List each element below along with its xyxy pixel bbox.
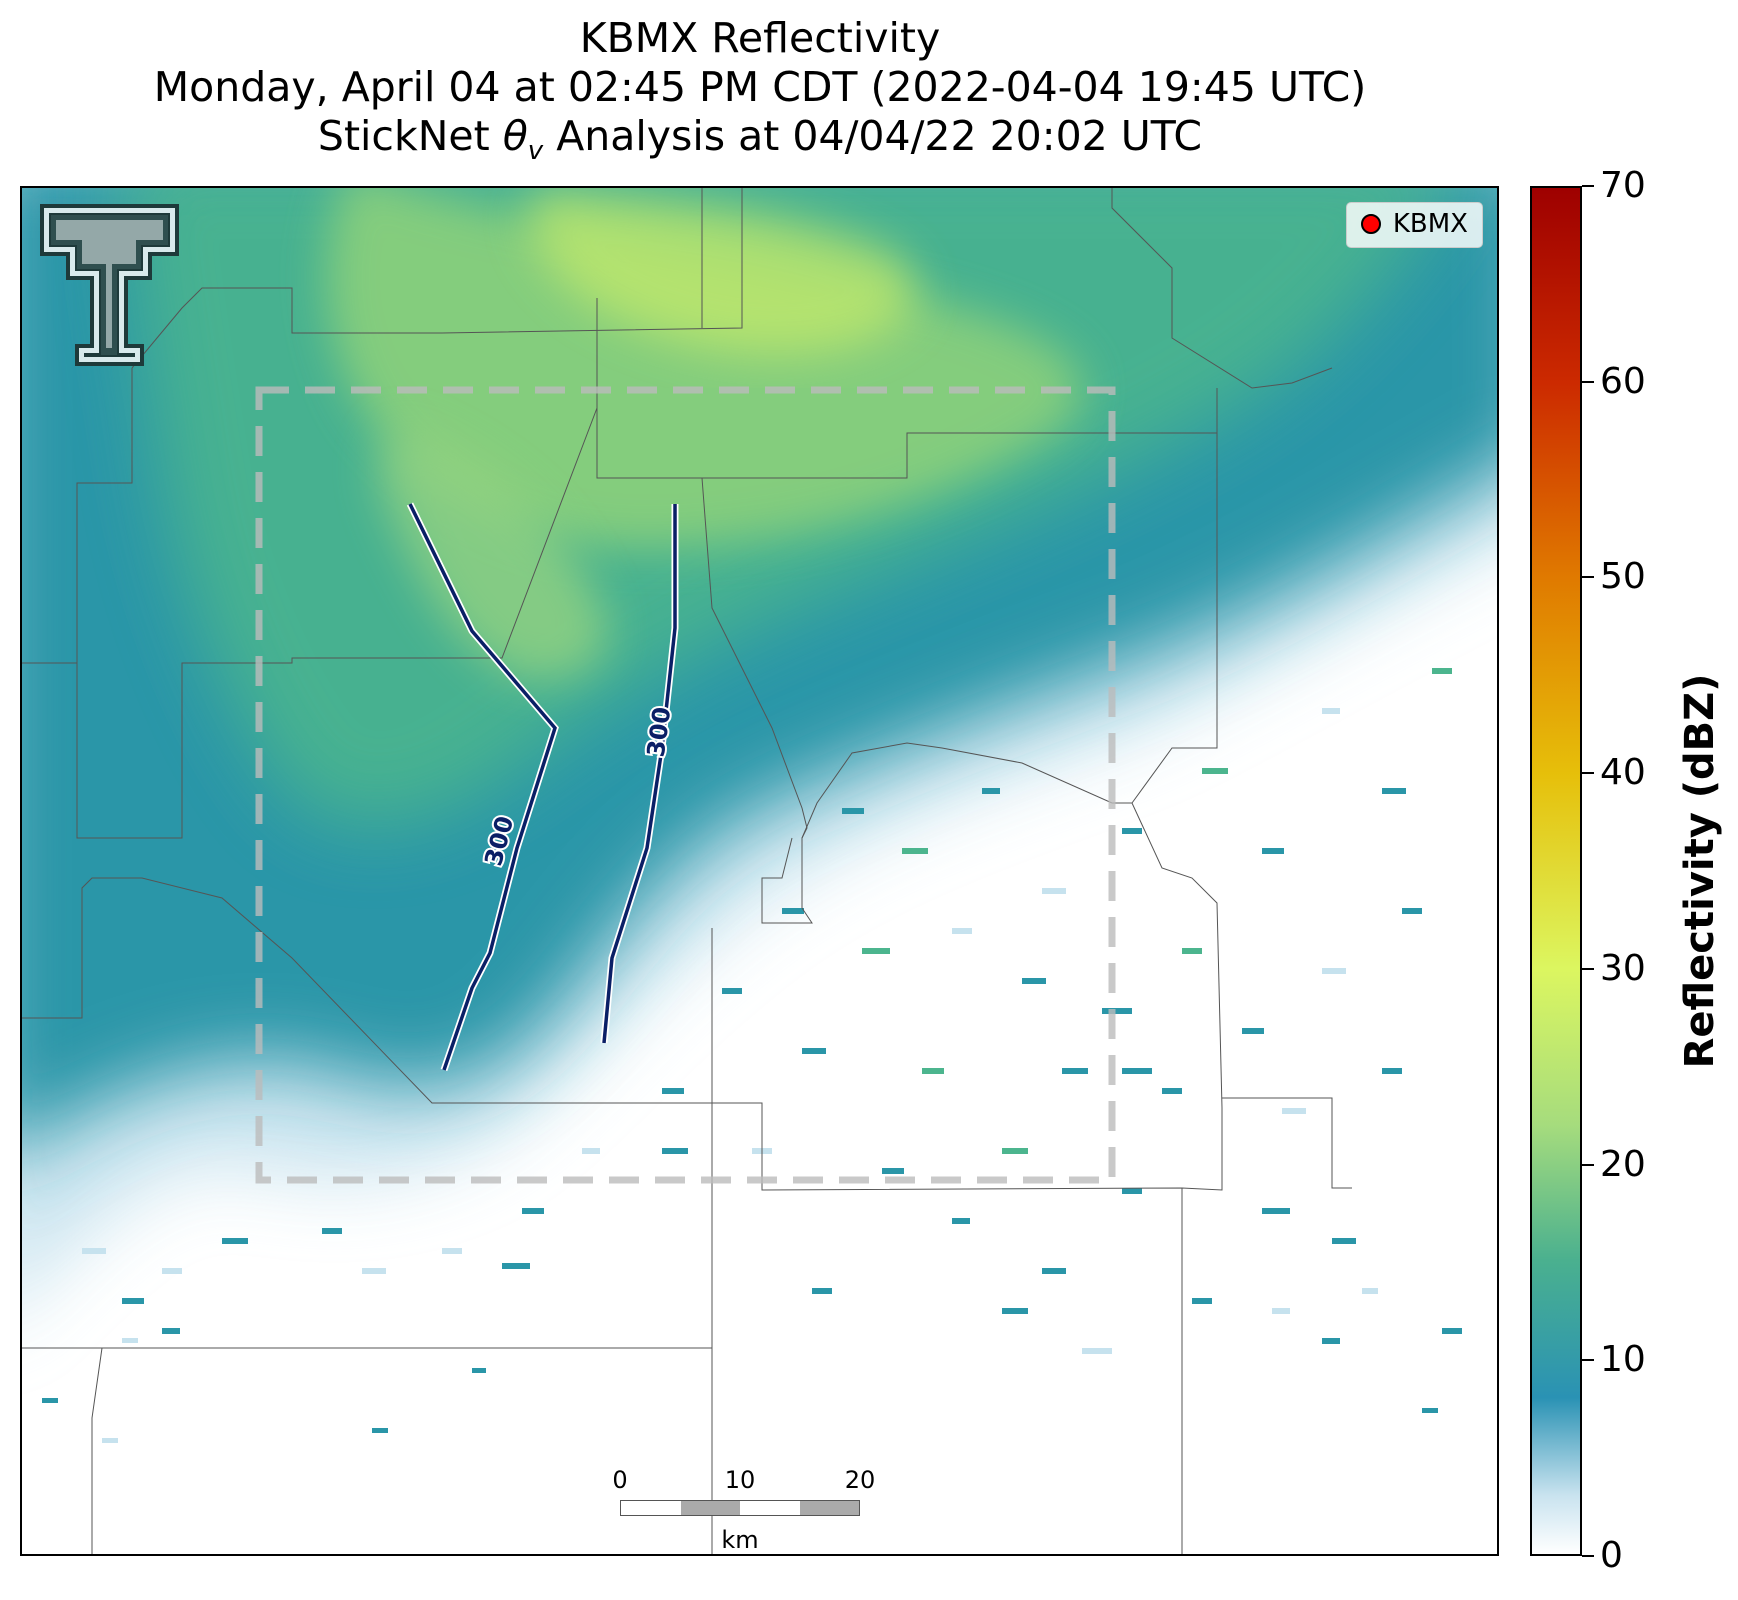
scale-tick-label: 10 xyxy=(724,1466,756,1494)
colorbar-tick-mark xyxy=(1582,576,1594,579)
scale-unit: km xyxy=(721,1526,759,1554)
scale-segment xyxy=(621,1501,681,1515)
colorbar-tick-label: 40 xyxy=(1600,752,1646,794)
colorbar-tick-mark xyxy=(1582,1359,1594,1362)
analysis-domain-box xyxy=(255,386,1116,1184)
county-line xyxy=(131,188,743,369)
colorbar-tick-label: 70 xyxy=(1600,165,1646,206)
colorbar-tick-label: 50 xyxy=(1600,556,1646,598)
colorbar-tick-label: 30 xyxy=(1600,947,1646,989)
title-line-3: StickNet θv Analysis at 04/04/22 20:02 U… xyxy=(317,112,1203,167)
colorbar-tick-mark xyxy=(1582,1163,1594,1166)
colorbar-tick-label: 10 xyxy=(1600,1339,1646,1381)
scale-segment xyxy=(680,1501,740,1515)
echo-yellow-green-region xyxy=(527,188,917,355)
colorbar-tick-label: 0 xyxy=(1600,1535,1623,1576)
scale-tick-label: 20 xyxy=(844,1466,876,1494)
radar-site-marker-icon xyxy=(1360,214,1381,234)
county-line xyxy=(596,298,1218,804)
colorbar-tick-mark xyxy=(1582,967,1594,970)
scale-tick-label: 0 xyxy=(612,1466,628,1494)
county-line xyxy=(22,877,712,1104)
colorbar-tick-mark xyxy=(1582,380,1594,383)
county-boundaries xyxy=(22,188,1352,1554)
county-line xyxy=(1111,188,1333,389)
title-line-1: KBMX Reflectivity xyxy=(579,14,941,62)
county-line xyxy=(761,837,813,924)
figure-title: KBMX Reflectivity Monday, April 04 at 02… xyxy=(0,14,1520,176)
colorbar-label: Reflectivity (dBZ) xyxy=(1677,673,1723,1069)
title-line-2: Monday, April 04 at 02:45 PM CDT (2022-0… xyxy=(153,63,1367,111)
echo-light-green-region xyxy=(326,188,1083,548)
map-legend: KBMX xyxy=(1345,202,1483,248)
reflectivity-field xyxy=(22,188,1497,1298)
echo-speckles xyxy=(42,668,1462,1443)
county-line xyxy=(76,407,598,839)
county-line xyxy=(1222,1097,1352,1189)
county-line xyxy=(91,1347,103,1554)
colorbar-tick-mark xyxy=(1582,1555,1594,1557)
colorbar-tick-label: 20 xyxy=(1600,1143,1646,1185)
texas-tech-double-t-logo xyxy=(40,204,179,366)
radar-map: 300 300 KBMX xyxy=(20,186,1499,1556)
colorbar-tick-mark xyxy=(1582,185,1594,187)
county-line xyxy=(711,742,1223,1554)
theta-v-contours xyxy=(406,502,679,1072)
scale-segment xyxy=(799,1501,859,1515)
county-line xyxy=(701,477,808,839)
county-line xyxy=(22,368,133,664)
colorbar-tick-label: 60 xyxy=(1600,360,1646,402)
scale-bar: 0 10 20 km xyxy=(612,1466,920,1556)
reflectivity-colorbar xyxy=(1530,186,1582,1556)
echo-light-green-band xyxy=(378,428,608,680)
radar-map-canvas: 300 300 xyxy=(22,188,1497,1554)
scale-segment xyxy=(740,1501,800,1515)
legend-label: KBMX xyxy=(1392,209,1468,239)
colorbar-tick-mark xyxy=(1582,772,1594,775)
scale-bar-segments xyxy=(620,1500,860,1516)
